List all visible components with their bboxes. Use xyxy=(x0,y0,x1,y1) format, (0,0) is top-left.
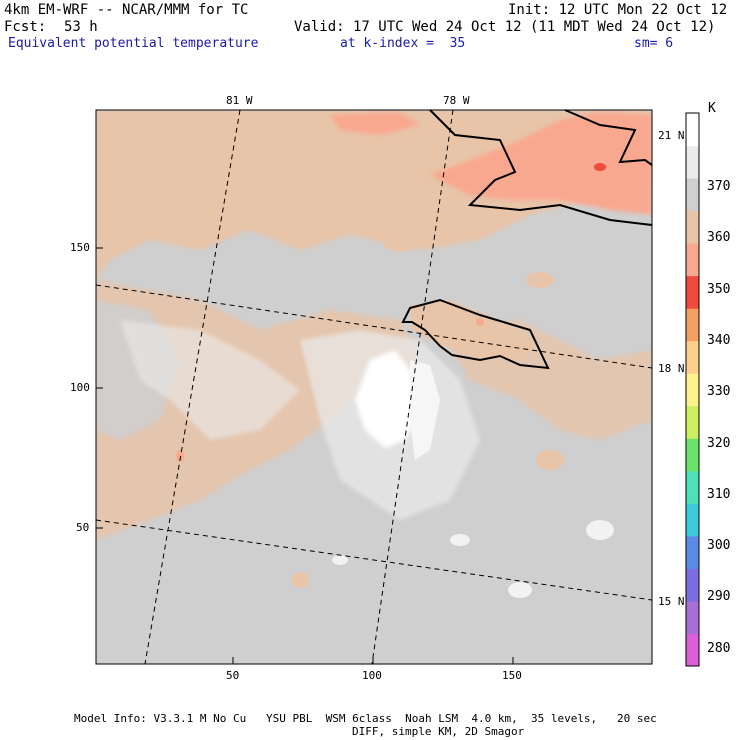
colorbar-level-label: 290 xyxy=(707,589,731,605)
colorbar-swatch-magenta xyxy=(686,633,699,667)
lat-lon-grid xyxy=(96,110,652,664)
level-info: at k-index = 35 xyxy=(340,36,466,51)
colorbar-swatch-blue xyxy=(686,535,699,569)
valid-time: Valid: 17 UTC Wed 24 Oct 12 (11 MDT Wed … xyxy=(294,19,716,35)
colorbar-swatch-teal xyxy=(686,470,699,504)
colorbar-swatch-yellow xyxy=(686,373,699,407)
right-lat-label: 18 N xyxy=(658,362,685,375)
top-lon-label: 78 W xyxy=(443,94,470,107)
bottom-grid-label: 50 xyxy=(226,669,240,682)
colorbar xyxy=(685,112,700,667)
colorbar-level-label: 340 xyxy=(707,332,731,348)
colorbar-swatch-tan xyxy=(686,210,699,244)
colorbar-frame xyxy=(685,112,700,667)
colorbar-swatch-peach xyxy=(686,340,699,374)
temperature-field xyxy=(96,110,652,664)
colorbar-unit: K xyxy=(708,101,716,116)
colorbar-swatch-light_gray xyxy=(686,145,699,179)
left-grid-label: 100 xyxy=(70,381,90,394)
right-lat-label: 15 N xyxy=(658,595,685,608)
colorbar-swatch-lime xyxy=(686,405,699,439)
colorbar-level-label: 280 xyxy=(707,640,731,656)
left-grid-label: 50 xyxy=(76,521,90,534)
bottom-grid-label: 100 xyxy=(362,669,382,682)
init-time: Init: 12 UTC Mon 22 Oct 12 xyxy=(508,2,728,18)
map-frame xyxy=(95,109,653,665)
colorbar-level-label: 310 xyxy=(707,486,731,502)
left-grid-label: 150 xyxy=(70,241,90,254)
model-title: 4km EM-WRF -- NCAR/MMM for TC xyxy=(4,2,249,18)
colorbar-swatch-purple xyxy=(686,600,699,634)
colorbar-swatch-green xyxy=(686,438,699,472)
colorbar-level-label: 370 xyxy=(707,179,731,194)
colorbar-swatch-orange xyxy=(686,308,699,342)
forecast-label: Fcst: xyxy=(4,19,47,35)
colorbar-level-label: 320 xyxy=(707,435,731,451)
right-lat-label: 21 N xyxy=(658,129,685,142)
colorbar-level-label: 360 xyxy=(707,230,731,246)
colorbar-level-label: 350 xyxy=(707,281,731,297)
frame-ticks xyxy=(96,247,514,664)
field-name: Equivalent potential temperature xyxy=(8,36,259,51)
colorbar-swatch-indigo xyxy=(686,568,699,602)
colorbar-swatch-red xyxy=(686,275,699,309)
colorbar-swatch-cyan xyxy=(686,503,699,537)
colorbar-swatch-gray xyxy=(686,178,699,212)
model-info: Model Info: V3.3.1 M No Cu YSU PBL WSM 6… xyxy=(74,712,657,725)
forecast-hours: 53 h xyxy=(64,19,98,35)
coastline xyxy=(401,109,653,370)
top-lon-label: 81 W xyxy=(226,94,253,107)
bottom-grid-label: 150 xyxy=(502,669,522,682)
smoothing-info: sm= 6 xyxy=(634,36,674,51)
colorbar-level-label: 330 xyxy=(707,384,731,400)
colorbar-swatch-white xyxy=(686,113,699,147)
model-info-2: DIFF, simple KM, 2D Smagor xyxy=(352,725,525,738)
colorbar-swatch-salmon xyxy=(686,243,699,277)
colorbar-level-label: 300 xyxy=(707,538,731,554)
